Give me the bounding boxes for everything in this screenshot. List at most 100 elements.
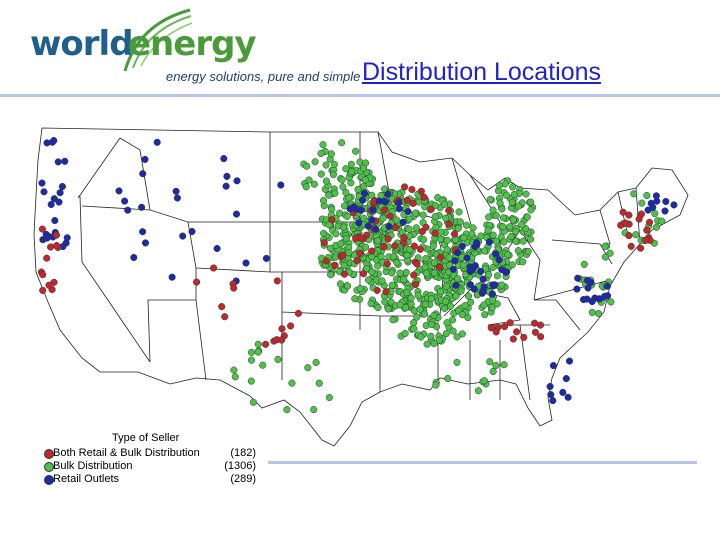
bulk-location-marker (393, 216, 401, 224)
bulk-location-marker (407, 294, 415, 302)
bulk-location-marker (320, 229, 328, 237)
bulk-location-marker (405, 225, 413, 233)
bulk-location-marker (389, 316, 397, 324)
retail-location-marker (652, 192, 660, 200)
retail-location-marker (489, 282, 498, 290)
retail-location-marker (559, 388, 567, 396)
bulk-location-marker (506, 223, 514, 231)
both-location-marker (417, 187, 425, 195)
both-location-marker (403, 196, 411, 204)
bulk-location-marker (458, 330, 466, 338)
bulk-location-marker (338, 139, 346, 147)
legend-title: Type of Seller (112, 432, 180, 444)
bulk-location-marker (367, 299, 375, 307)
bulk-location-marker (247, 348, 256, 356)
bulk-location-marker (288, 379, 296, 387)
bulk-location-marker (440, 200, 449, 208)
retail-location-marker (463, 254, 471, 262)
bulk-location-marker (360, 164, 368, 172)
bulk-location-marker (452, 292, 460, 300)
bulk-location-marker (444, 374, 452, 383)
both-location-marker (193, 278, 201, 286)
bulk-location-marker (420, 236, 428, 244)
bulk-location-marker (523, 213, 531, 221)
both-location-marker (531, 319, 539, 327)
bulk-location-marker (477, 232, 485, 240)
both-location-marker (368, 247, 376, 255)
bulk-location-marker (339, 183, 347, 191)
retail-location-marker (222, 182, 230, 190)
bulk-location-marker (442, 329, 450, 338)
bulk-location-marker (342, 188, 350, 197)
retail-location-marker (492, 250, 500, 258)
bulk-location-marker (430, 311, 438, 320)
bulk-location-marker (445, 254, 453, 262)
retail-location-marker (138, 203, 146, 211)
retail-location-marker (372, 225, 380, 233)
bulk-location-marker (388, 281, 396, 289)
retail-location-marker (547, 391, 555, 399)
retail-location-marker (480, 283, 488, 291)
both-location-marker (373, 286, 381, 294)
both-location-marker (391, 242, 399, 250)
bulk-location-marker (496, 199, 504, 207)
retail-location-marker (173, 194, 181, 202)
retail-location-marker (58, 182, 66, 191)
bulk-location-marker (364, 276, 373, 284)
bulk-location-marker (508, 261, 516, 269)
both-location-marker (38, 225, 46, 233)
bulk-location-marker (412, 224, 420, 232)
bulk-location-marker (431, 213, 439, 221)
both-location-marker (643, 226, 651, 234)
both-location-marker (230, 284, 238, 292)
green-dot-icon (44, 462, 54, 472)
leaf-swoosh-icon (123, 8, 193, 72)
bulk-location-marker (247, 377, 255, 385)
both-location-marker (43, 254, 51, 262)
bulk-location-marker (464, 292, 473, 300)
bulk-location-marker (500, 361, 508, 369)
logo-tagline: energy solutions, pure and simple (166, 69, 361, 84)
bulk-location-marker (651, 210, 659, 218)
both-location-marker (331, 261, 339, 269)
bulk-location-marker (436, 287, 445, 296)
bulk-location-marker (462, 221, 471, 229)
bulk-location-marker (588, 308, 596, 316)
bulk-location-marker (414, 291, 422, 299)
bulk-location-marker (254, 348, 262, 356)
bulk-location-marker (327, 271, 335, 279)
retail-location-marker (55, 198, 63, 206)
retail-location-marker (454, 249, 462, 257)
bulk-location-marker (230, 366, 238, 374)
retail-location-marker (473, 239, 481, 247)
both-location-marker (416, 245, 424, 253)
retail-location-marker (368, 216, 376, 224)
bulk-location-marker (601, 253, 609, 261)
retail-location-marker (452, 281, 460, 289)
both-location-marker (492, 328, 500, 336)
bulk-location-marker (283, 406, 291, 414)
retail-location-marker (242, 259, 250, 267)
both-location-marker (520, 333, 528, 341)
bulk-location-marker (442, 214, 450, 222)
bulk-location-marker (504, 251, 512, 259)
bulk-location-marker (527, 206, 535, 214)
bulk-location-marker (422, 269, 430, 277)
bulk-location-marker (468, 230, 476, 238)
bulk-location-marker (362, 243, 370, 251)
bulk-location-marker (342, 165, 350, 173)
retail-location-marker (172, 187, 180, 195)
retail-location-marker (168, 273, 176, 281)
bulk-location-marker (486, 195, 494, 203)
bulk-location-marker (484, 271, 493, 279)
bulk-location-marker (417, 333, 425, 341)
bulk-location-marker (421, 300, 429, 308)
bulk-location-marker (330, 160, 338, 168)
bulk-location-marker (322, 161, 330, 169)
both-location-marker (627, 242, 635, 250)
bulk-location-marker (348, 168, 356, 176)
logo-word-world: world (30, 24, 134, 64)
both-location-marker (39, 271, 47, 279)
both-location-marker (401, 183, 409, 191)
both-location-marker (413, 260, 421, 268)
